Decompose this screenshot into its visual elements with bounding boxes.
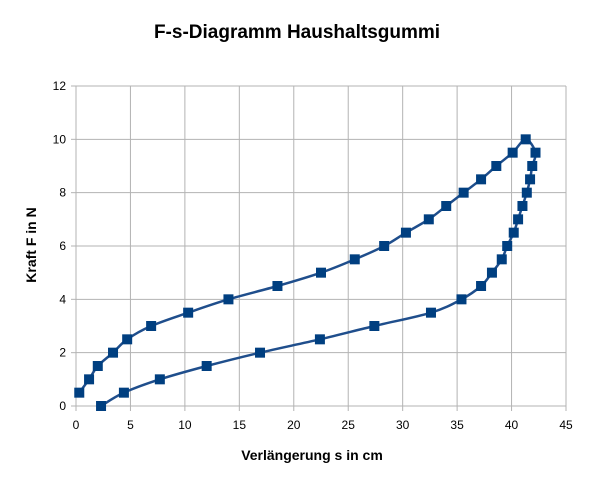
data-point-marker <box>400 227 411 238</box>
x-tick-label: 35 <box>450 418 464 432</box>
data-point-marker <box>502 241 513 251</box>
data-point-marker <box>530 147 541 158</box>
x-tick-label: 40 <box>505 418 519 432</box>
data-point-marker <box>122 334 133 345</box>
data-point-marker <box>456 294 467 305</box>
data-point-marker <box>476 281 487 291</box>
axes <box>71 85 567 411</box>
x-tick-label: 15 <box>233 418 247 432</box>
data-point-marker <box>520 134 531 145</box>
data-point-marker <box>118 387 129 398</box>
chart-title: F-s-Diagramm Haushaltsgummi <box>154 22 440 43</box>
data-point-marker <box>476 174 487 185</box>
data-point-marker <box>508 227 519 238</box>
data-point-marker <box>272 281 283 291</box>
data-point-marker <box>201 361 212 371</box>
data-point-marker <box>84 374 95 385</box>
x-tick-label: 5 <box>127 418 134 432</box>
x-tick-labels: 0 5 10 15 20 25 30 35 40 45 <box>73 418 573 432</box>
y-tick-labels: 0 2 4 6 8 10 12 <box>53 79 67 413</box>
data-point-marker <box>223 294 234 305</box>
x-axis-label: Verlängerung s in cm <box>241 447 383 463</box>
data-point-marker <box>146 321 157 331</box>
data-point-marker <box>525 174 536 185</box>
y-tick-label: 8 <box>59 186 66 200</box>
data-point-marker <box>425 307 436 318</box>
data-point-marker <box>496 254 507 265</box>
data-point-marker <box>154 374 165 385</box>
data-point-marker <box>108 347 119 358</box>
series-line <box>78 138 537 408</box>
y-tick-label: 10 <box>53 132 67 146</box>
y-tick-label: 0 <box>59 399 66 413</box>
x-tick-label: 45 <box>559 418 573 432</box>
x-tick-label: 20 <box>287 418 301 432</box>
x-tick-label: 0 <box>73 418 80 432</box>
data-point-marker <box>458 187 469 198</box>
data-point-marker <box>521 187 532 198</box>
x-tick-label: 30 <box>396 418 410 432</box>
y-tick-label: 6 <box>59 239 66 253</box>
data-point-marker <box>349 254 360 265</box>
y-tick-label: 2 <box>59 346 66 360</box>
data-point-marker <box>517 201 528 211</box>
data-point-marker <box>491 161 502 171</box>
x-tick-label: 25 <box>342 418 356 432</box>
data-point-marker <box>314 334 325 345</box>
y-tick-label: 12 <box>53 79 67 93</box>
data-point-marker <box>369 321 380 331</box>
x-tick-label: 10 <box>178 418 192 432</box>
y-tick-label: 4 <box>59 292 66 306</box>
data-point-marker <box>507 147 518 158</box>
data-point-marker <box>423 214 434 225</box>
data-point-marker <box>486 267 497 278</box>
data-point-marker <box>379 241 390 251</box>
data-point-marker <box>92 361 103 371</box>
data-point-marker <box>255 347 266 358</box>
data-point-marker <box>527 161 538 171</box>
data-point-marker <box>74 387 85 398</box>
grid <box>76 85 567 406</box>
data-point-marker <box>96 401 107 411</box>
data-point-marker <box>183 307 194 318</box>
y-axis-label: Kraft F in N <box>23 207 39 282</box>
data-point-marker <box>316 267 326 278</box>
data-point-marker <box>513 214 524 225</box>
data-point-marker <box>441 201 452 211</box>
data-series <box>74 134 541 411</box>
